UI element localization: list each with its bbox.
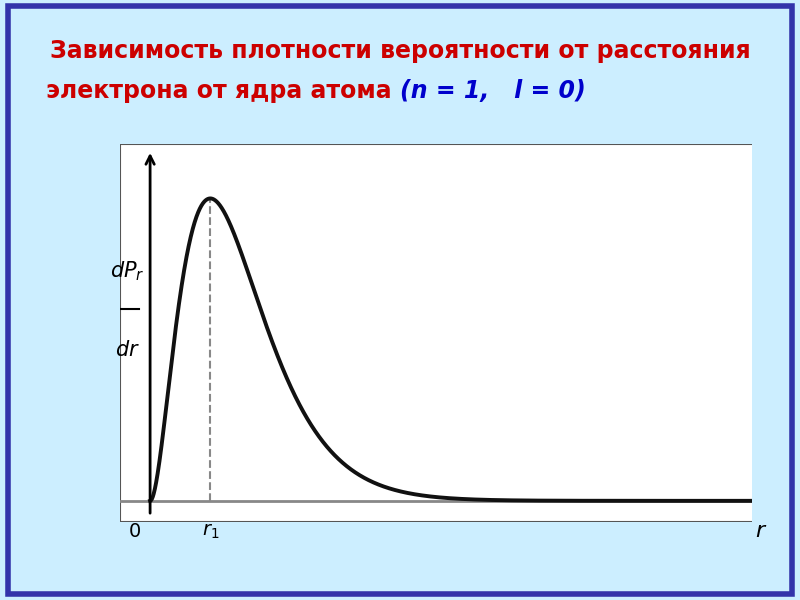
Text: $dr$: $dr$ [114, 340, 140, 359]
Text: 0: 0 [129, 521, 141, 541]
Text: $dP_r$: $dP_r$ [110, 259, 145, 283]
FancyBboxPatch shape [8, 6, 792, 594]
Text: $r_1$: $r_1$ [202, 521, 219, 541]
Text: электрона от ядра атома: электрона от ядра атома [46, 79, 400, 103]
Text: (n = 1,   l = 0): (n = 1, l = 0) [400, 79, 586, 103]
Text: $r$: $r$ [755, 521, 767, 541]
Text: Зависимость плотности вероятности от расстояния: Зависимость плотности вероятности от рас… [50, 39, 750, 63]
